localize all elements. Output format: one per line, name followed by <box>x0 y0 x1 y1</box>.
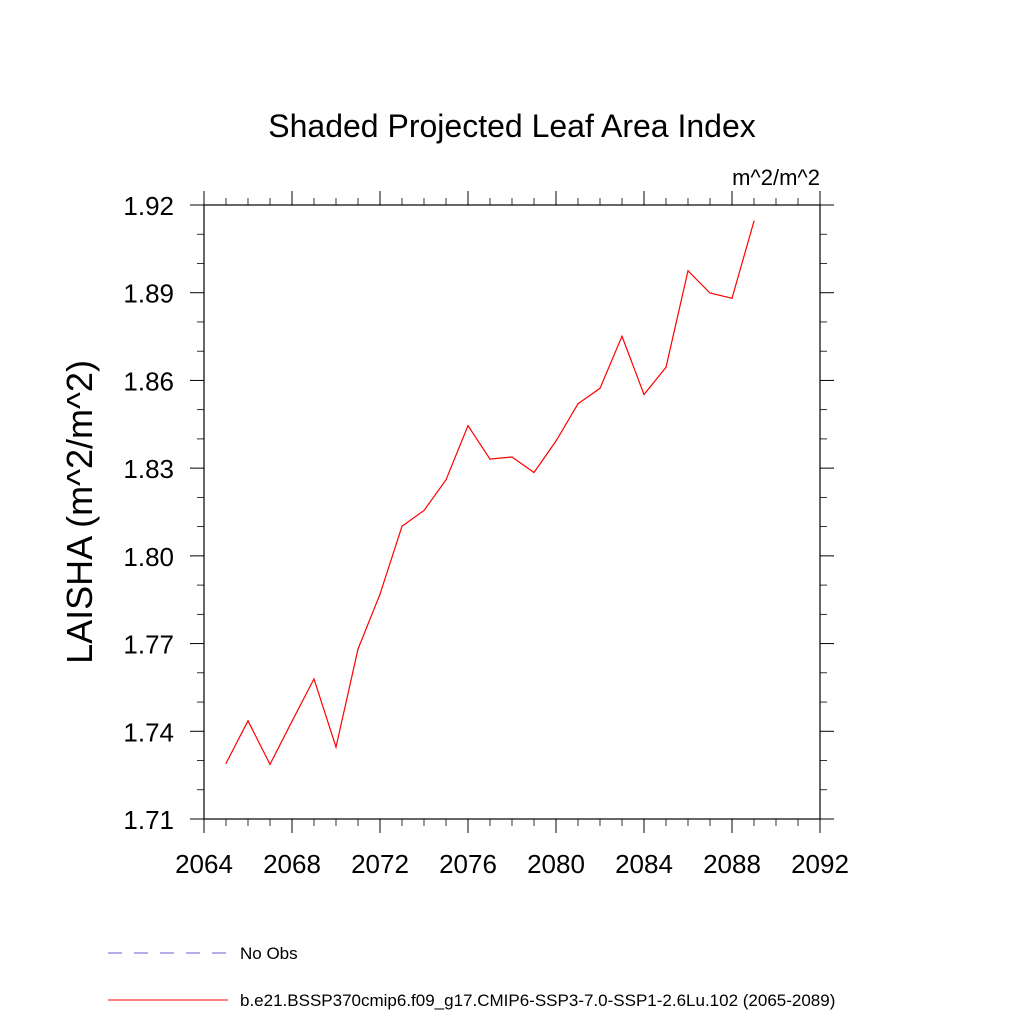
legend: No Obs b.e21.BSSP370cmip6.f09_g17.CMIP6-S… <box>108 944 835 1010</box>
units-label: m^2/m^2 <box>732 165 820 190</box>
tick-labels: 2064 2068 2072 2076 2080 2084 2088 2092 1.71 1.74… <box>123 191 849 879</box>
series-line <box>225 220 755 766</box>
y-tick-label: 1.86 <box>123 366 174 396</box>
legend-label: No Obs <box>240 944 298 963</box>
data-point <box>753 220 755 222</box>
data-point <box>533 471 535 474</box>
data-point <box>555 440 557 442</box>
chart-title: Shaded Projected Leaf Area Index <box>268 108 755 144</box>
data-point <box>269 763 271 765</box>
data-point <box>731 297 733 299</box>
data-point <box>709 292 711 294</box>
x-tick-label: 2084 <box>615 849 673 879</box>
data-point <box>379 593 381 595</box>
data-point <box>313 678 315 680</box>
x-tick-label: 2064 <box>175 849 233 879</box>
data-point <box>687 270 689 272</box>
y-tick-label: 1.89 <box>123 279 174 309</box>
x-tick-label: 2088 <box>703 849 761 879</box>
data-point <box>401 525 403 527</box>
data-point <box>445 479 447 481</box>
x-tick-label: 2068 <box>263 849 321 879</box>
x-tick-label: 2080 <box>527 849 585 879</box>
data-point <box>489 458 491 460</box>
data-point <box>291 720 293 722</box>
data-point <box>599 387 601 389</box>
series-lines <box>225 220 755 766</box>
tick-marks <box>190 191 834 833</box>
data-point <box>247 720 249 722</box>
y-tick-label: 1.92 <box>123 191 174 221</box>
data-point <box>335 746 337 748</box>
data-point <box>621 335 623 337</box>
data-point <box>665 366 667 368</box>
y-axis-label: LAISHA (m^2/m^2) <box>59 360 100 664</box>
data-point <box>225 762 227 765</box>
data-point <box>467 425 469 427</box>
x-tick-label: 2092 <box>791 849 849 879</box>
y-tick-label: 1.77 <box>123 630 174 660</box>
y-tick-label: 1.80 <box>123 542 174 572</box>
data-point <box>423 509 425 512</box>
x-tick-label: 2072 <box>351 849 409 879</box>
data-point <box>357 648 359 650</box>
y-tick-label: 1.74 <box>123 717 174 747</box>
data-point <box>511 456 513 458</box>
x-tick-label: 2076 <box>439 849 497 879</box>
y-tick-label: 1.71 <box>123 805 174 835</box>
data-point <box>577 403 579 405</box>
data-point <box>643 393 645 396</box>
legend-label: b.e21.BSSP370cmip6.f09_g17.CMIP6-SSP3-7.… <box>240 991 835 1010</box>
y-tick-label: 1.83 <box>123 454 174 484</box>
